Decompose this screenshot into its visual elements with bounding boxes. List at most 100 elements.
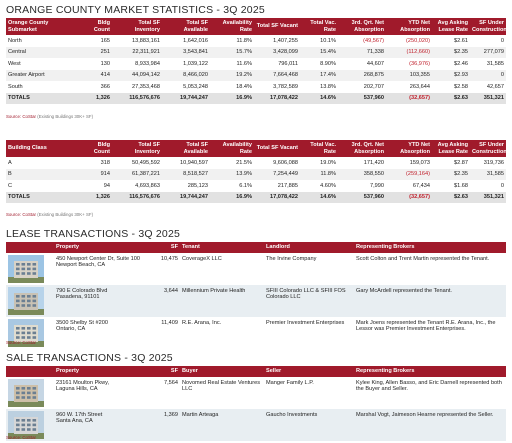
- property-photo: [8, 410, 44, 439]
- total-cell: 537,960: [338, 92, 386, 105]
- property-photo: [8, 318, 44, 347]
- table-cell: 31,585: [486, 60, 504, 67]
- tenant-cell: Millennium Private Health: [180, 284, 264, 317]
- table-cell: 4,693,863: [135, 182, 160, 189]
- sale-source: Source: CoStar: [6, 435, 37, 440]
- total-cell: 16.9%: [210, 191, 254, 204]
- lease-source: Source: CoStar: [6, 340, 37, 345]
- table-cell: Greater Airport: [6, 69, 78, 82]
- table-cell: 11.8%: [236, 37, 252, 44]
- table-cell: 165: [100, 37, 110, 44]
- table-cell: 159,073: [409, 159, 430, 166]
- table-cell: (250,020): [406, 37, 430, 44]
- table-row: C 94 4,693,863 285,123 6.1% 217,885 4.60% 7,990…: [6, 180, 506, 192]
- table-cell: $2.46: [454, 60, 468, 67]
- col-header: Total Vac. Rate: [300, 140, 338, 158]
- property-city: Pasadena, 91101: [56, 294, 100, 301]
- market-title: ORANGE COUNTY MARKET STATISTICS - 3Q 202…: [6, 4, 265, 16]
- table-cell: 366: [100, 83, 110, 90]
- table-row: B 914 61,387,221 8,518,527 13.9% 7,254,449 11.…: [6, 168, 506, 181]
- col-header: Availability Rate: [210, 140, 254, 158]
- property-cell: 3500 Shelby St #200 Ontario, CA: [54, 317, 152, 349]
- property-city: Newport Beach, CA: [56, 262, 106, 269]
- market-source: Source: CoStar (Existing Buildings 30K+ …: [6, 114, 93, 119]
- col-header: Seller: [264, 366, 354, 377]
- table-cell: 22,311,921: [112, 46, 162, 59]
- transaction-row: 450 Newport Center Dr, Suite 100 Newport …: [6, 253, 506, 285]
- col-header: SF Under Construction: [470, 18, 507, 36]
- property-cell: 23161 Moulton Pkwy, Laguna Hills, CA: [54, 377, 152, 409]
- col-header: Bldg Count: [78, 18, 112, 36]
- table-cell: 7,990: [370, 182, 384, 189]
- table-cell: C: [8, 182, 13, 189]
- table-cell: 263,644: [409, 83, 430, 90]
- col-header: YTD Net Absorption: [386, 18, 432, 36]
- table-cell: 914: [78, 168, 112, 181]
- buyer-cell: Martin Arteaga: [180, 408, 264, 441]
- table-cell: (36,976): [409, 60, 430, 67]
- col-header: Buyer: [180, 366, 264, 377]
- col-header: Total SF Inventory: [112, 18, 162, 36]
- table-cell: 3,543,841: [162, 46, 210, 59]
- property-photo: [8, 378, 44, 407]
- col-header: Total SF Vacant: [254, 140, 300, 158]
- col-header: Total SF Available: [162, 18, 210, 36]
- total-cell: 116,576,676: [112, 92, 162, 105]
- property-city: Ontario, CA: [56, 326, 86, 333]
- col-header-spacer: [6, 242, 54, 253]
- table-cell: 11.8%: [300, 168, 338, 181]
- table-cell: 796,011: [278, 60, 298, 67]
- col-header: Orange County Submarket: [6, 18, 78, 36]
- property-cell: 450 Newport Center Dr, Suite 100 Newport …: [54, 253, 152, 285]
- total-cell: (32,657): [386, 191, 432, 204]
- table-cell: 414: [78, 69, 112, 82]
- table-cell: (259,164): [386, 168, 432, 181]
- table-cell: 42,657: [486, 83, 504, 90]
- table-cell: 9,606,088: [273, 159, 298, 166]
- table-cell: 7,664,468: [254, 69, 300, 82]
- total-cell: $2.63: [432, 191, 470, 204]
- photo-cell: [6, 284, 54, 317]
- landlord-cell: SFIII Colorado LLC & SFIII FOS Colorado …: [264, 284, 354, 317]
- tenant-cell: CoverageX LLC: [182, 255, 222, 262]
- totals-row: TOTALS 1,326 116,576,676 19,744,247 16.9% 17,…: [6, 92, 506, 105]
- table-cell: 0: [470, 69, 506, 82]
- property-city: Laguna Hills, CA: [56, 386, 98, 393]
- col-header: Representing Brokers: [354, 366, 506, 377]
- table-cell: A: [8, 159, 12, 166]
- table-cell: 318: [100, 159, 110, 166]
- table-cell: 50,495,592: [132, 159, 160, 166]
- table-cell: 15.4%: [300, 46, 338, 59]
- table-cell: 21.5%: [236, 159, 252, 166]
- totals-row: TOTALS 1,326 116,576,676 19,744,247 16.9% 17,…: [6, 191, 506, 204]
- table-cell: 8,518,527: [162, 168, 210, 181]
- sf-cell: 3,644: [152, 284, 180, 317]
- total-cell: 16.9%: [210, 92, 254, 105]
- table-cell: 202,707: [363, 83, 384, 90]
- table-cell: 6.1%: [239, 182, 252, 189]
- table-cell: Central: [6, 46, 78, 59]
- table-cell: (49,567): [363, 37, 384, 44]
- table-cell: 285,123: [187, 182, 208, 189]
- property-address: 23161 Moulton Pkwy,: [56, 379, 110, 386]
- col-header: Tenant: [180, 242, 264, 253]
- table-cell: $2.87: [454, 159, 468, 166]
- col-header: Representing Brokers: [354, 242, 506, 253]
- col-header: Property: [54, 366, 152, 377]
- table-cell: 130: [100, 60, 110, 67]
- table-cell: South: [8, 83, 23, 90]
- table-cell: 44,094,142: [112, 69, 162, 82]
- col-header: SF Under Construction: [470, 140, 507, 158]
- table-cell: 11.6%: [236, 60, 252, 67]
- table-cell: 8.90%: [320, 60, 336, 67]
- photo-cell: [6, 253, 54, 285]
- property-photo: [8, 254, 44, 283]
- tenant-cell: R.E. Arana, Inc.: [182, 319, 222, 326]
- table-cell: 13.9%: [210, 168, 254, 181]
- table-row: Central 251 22,311,921 3,543,841 15.7% 3,428,…: [6, 46, 506, 59]
- table-cell: B: [6, 168, 78, 181]
- table-cell: North: [8, 37, 22, 44]
- class-source: Source: CoStar (Existing Buildings 30K+ …: [6, 212, 93, 217]
- total-cell: 351,321: [470, 92, 506, 105]
